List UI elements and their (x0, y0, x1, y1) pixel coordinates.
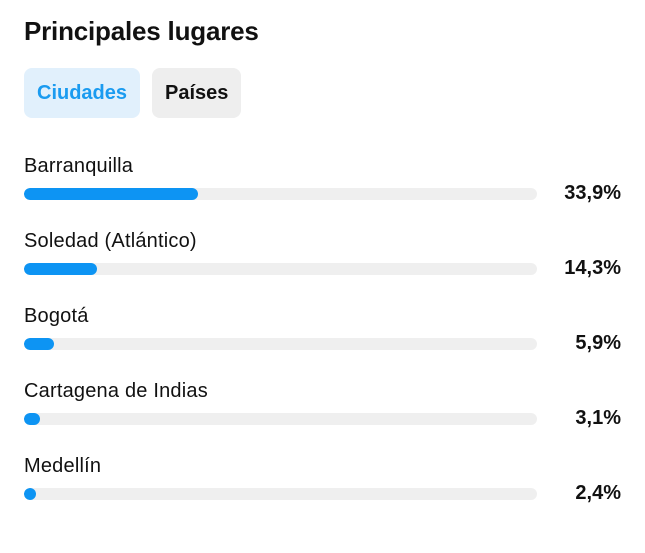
progress-track (24, 338, 537, 350)
location-label: Cartagena de Indias (24, 380, 208, 402)
location-percentage: 2,4% (575, 482, 621, 504)
location-label: Medellín (24, 455, 102, 477)
location-list: Barranquilla 33,9% Soledad (Atlántico) 1… (24, 154, 621, 529)
location-label: Soledad (Atlántico) (24, 230, 197, 252)
location-percentage: 5,9% (575, 332, 621, 354)
location-label: Bogotá (24, 305, 89, 327)
progress-track (24, 413, 537, 425)
progress-fill (24, 188, 198, 200)
progress-track (24, 188, 537, 200)
location-row-barranquilla: Barranquilla 33,9% (24, 154, 621, 229)
location-percentage: 14,3% (564, 257, 621, 279)
tab-countries[interactable]: Países (152, 68, 242, 118)
progress-fill (24, 338, 55, 350)
location-tabs: Ciudades Países (24, 68, 621, 118)
location-row-cartagena: Cartagena de Indias 3,1% (24, 379, 621, 454)
location-percentage: 33,9% (564, 182, 621, 204)
section-title: Principales lugares (24, 16, 259, 46)
location-row-medellin: Medellín 2,4% (24, 454, 621, 529)
progress-track (24, 263, 537, 275)
progress-fill (24, 488, 37, 500)
location-row-soledad: Soledad (Atlántico) 14,3% (24, 229, 621, 304)
location-label: Barranquilla (24, 155, 134, 177)
tab-cities[interactable]: Ciudades (24, 68, 141, 118)
progress-track (24, 488, 537, 500)
location-row-bogota: Bogotá 5,9% (24, 304, 621, 379)
location-percentage: 3,1% (575, 407, 621, 429)
progress-fill (24, 263, 98, 275)
progress-fill (24, 413, 40, 425)
